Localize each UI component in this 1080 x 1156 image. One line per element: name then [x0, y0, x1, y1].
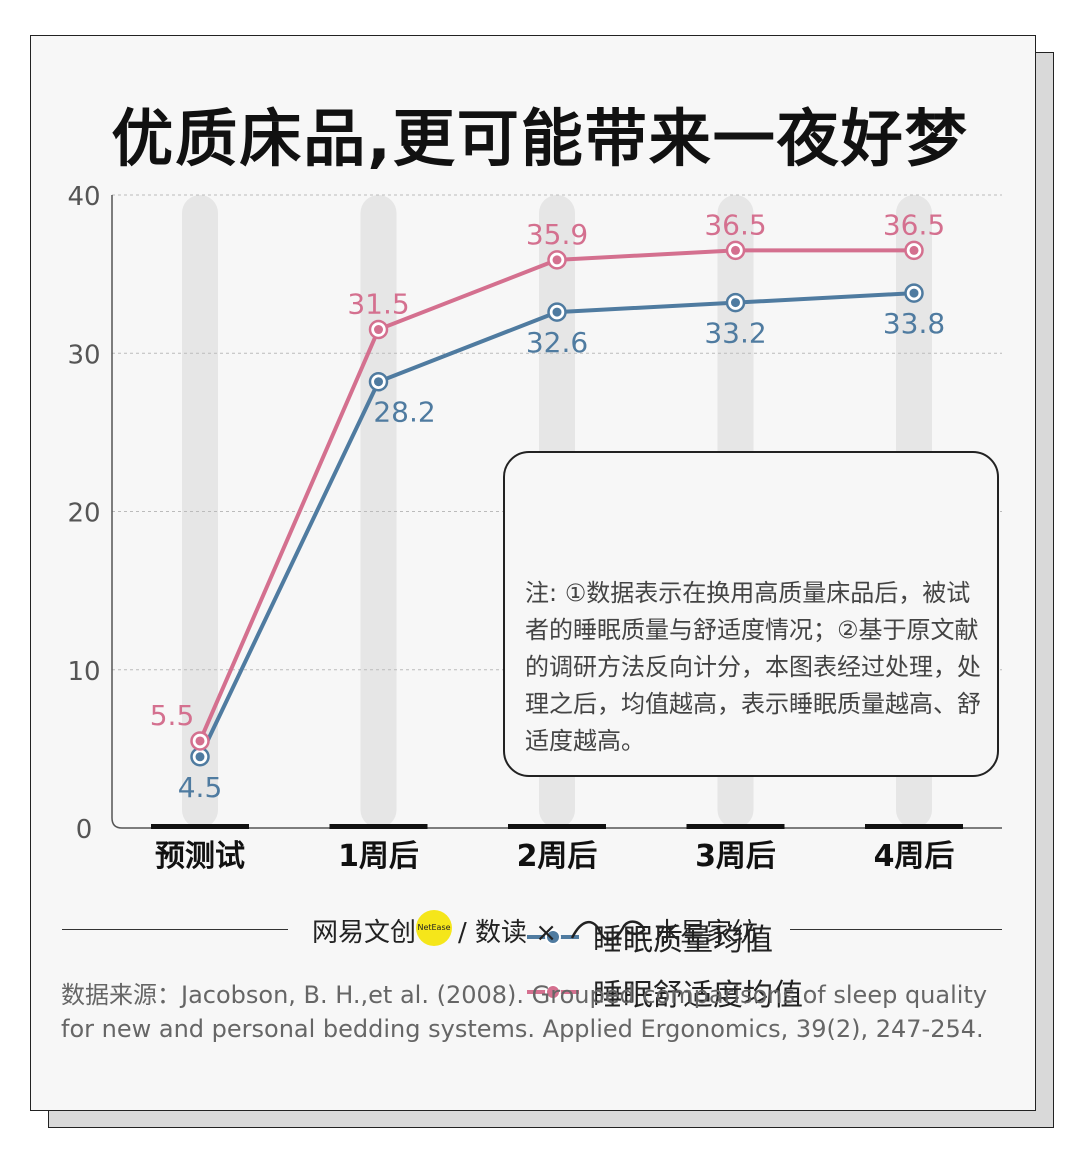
brand-netease-wenchuang: 网易文创: [312, 918, 417, 948]
data-point-core: [195, 736, 205, 746]
y-tick-label: 0: [76, 815, 93, 845]
x-tick-label: 1周后: [338, 839, 419, 874]
x-tick-bar: [686, 824, 785, 829]
wave-logo-icon: [570, 920, 646, 941]
data-point-core: [552, 307, 562, 317]
y-tick-label: 20: [67, 499, 100, 529]
legend-comfort-label: 睡眠舒适度均值: [593, 978, 803, 1013]
data-point-core: [195, 752, 205, 762]
y-tick-label: 40: [67, 182, 100, 212]
data-label: 4.5: [178, 771, 223, 804]
legend-item-quality: 睡眠质量均值: [525, 917, 773, 958]
data-point-core: [731, 245, 740, 255]
netease-badge: NetEase: [416, 910, 452, 946]
x-tick-bar: [151, 824, 249, 829]
data-label: 33.8: [883, 307, 945, 340]
data-label: 36.5: [704, 208, 766, 241]
axis-line: [111, 195, 1002, 829]
x-tick-label: 2周后: [517, 839, 598, 874]
data-label: 28.2: [373, 396, 435, 429]
data-label: 33.2: [704, 317, 766, 350]
data-point-core: [731, 298, 740, 308]
x-tick-label: 预测试: [155, 839, 245, 874]
y-tick-label: 10: [67, 657, 100, 687]
data-point-core: [374, 325, 383, 335]
y-tick-label: 30: [67, 340, 100, 370]
brand-mercury-textile: 水星家纺: [654, 918, 759, 948]
data-point-core: [552, 255, 562, 265]
data-label: 35.9: [526, 218, 588, 251]
x-tick-bar: [865, 824, 963, 829]
legend-comfort-marker: [527, 984, 579, 1000]
data-label: 32.6: [526, 326, 588, 359]
x-tick-label: 4周后: [874, 839, 955, 874]
legend-note: 注: ①数据表示在换用高质量床品后，被试者的睡眠质量与舒适度情况；②基于原文献的…: [525, 579, 981, 755]
data-label: 5.5: [150, 699, 195, 732]
x-tick-bar: [329, 824, 428, 829]
data-point-core: [909, 245, 919, 255]
legend-item-comfort: 睡眠舒适度均值: [525, 972, 803, 1013]
source-note: 数据来源：Jacobson, B. H.,et al. (2008). Grou…: [61, 981, 988, 1043]
brand-bar: 网易文创 NetEase / 数读 × 水星家纺: [0, 910, 1080, 950]
chart-title: 优质床品,更可能带来一夜好梦: [111, 102, 969, 175]
data-label: 36.5: [883, 208, 945, 241]
data-point-core: [374, 377, 383, 387]
brand-divider-right: [790, 929, 1002, 930]
x-tick-label: 3周后: [695, 839, 776, 874]
legend-box: 睡眠质量均值 睡眠舒适度均值 注: ①数据表示在换用高质量床品后，被试者的睡眠质…: [503, 451, 999, 1013]
data-label: 31.5: [347, 288, 409, 321]
brand-divider-left: [62, 929, 288, 930]
data-point-core: [909, 288, 919, 298]
legend-quality-marker: [527, 929, 579, 945]
x-tick-bar: [508, 824, 606, 829]
brand-shudu: / 数读 ×: [458, 918, 558, 948]
